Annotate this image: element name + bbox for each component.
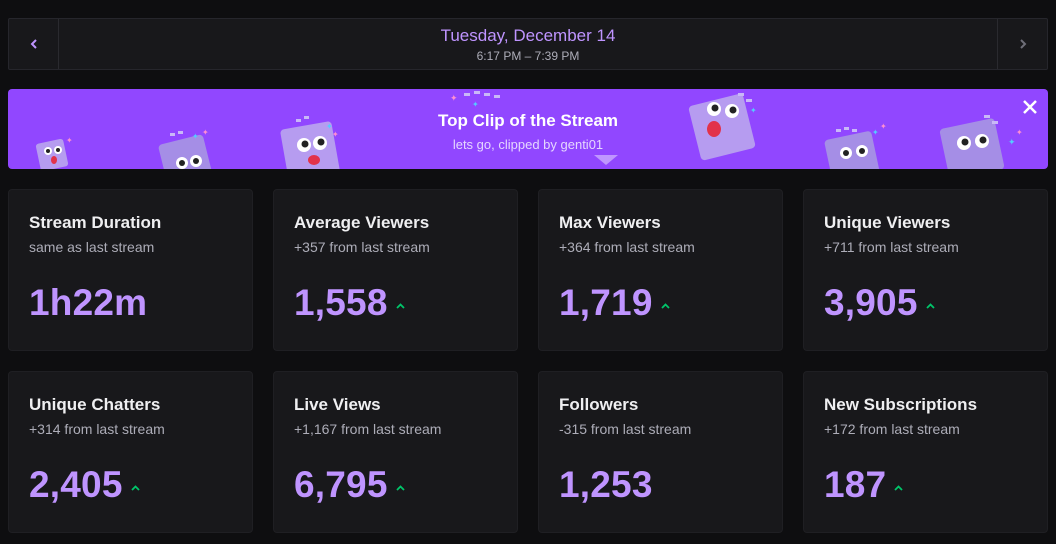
arrow-up-icon (395, 485, 405, 491)
stat-card: Average Viewers +357 from last stream 1,55… (273, 189, 518, 351)
svg-text:✦: ✦ (66, 136, 73, 145)
stat-comparison: same as last stream (29, 239, 155, 255)
stream-time-range: 6:17 PM – 7:39 PM (476, 48, 580, 63)
stat-value-row: 2,405 (29, 464, 140, 506)
glitch-mascot-icon: ✦ (688, 93, 757, 161)
stat-value-row: 187 (824, 464, 903, 506)
arrow-up-icon (925, 303, 935, 309)
close-icon (1023, 100, 1037, 114)
stat-value-row: 1,253 (559, 464, 653, 506)
svg-text:✦: ✦ (872, 128, 879, 137)
banner-title: Top Clip of the Stream (437, 111, 619, 130)
arrow-up-icon (660, 303, 670, 309)
stat-card: New Subscriptions +172 from last stream 18… (803, 371, 1048, 533)
stat-comparison: -315 from last stream (559, 421, 692, 437)
arrow-up-icon (130, 485, 140, 491)
glitch-mascot-icon: ✦ ✦ (280, 116, 340, 169)
stat-card: Live Views +1,167 from last stream 6,795 (273, 371, 518, 533)
stat-value: 187 (824, 464, 887, 505)
stat-value-row: 3,905 (824, 282, 935, 324)
stat-value-row: 6,795 (294, 464, 405, 506)
stat-value: 1h22m (29, 282, 148, 323)
stat-title: Average Viewers (294, 213, 430, 232)
stat-comparison: +711 from last stream (824, 239, 959, 255)
svg-text:✦: ✦ (450, 94, 458, 104)
stat-card: Stream Duration same as last stream 1h22m (8, 189, 253, 351)
svg-text:✦: ✦ (750, 106, 757, 115)
stat-comparison: +172 from last stream (824, 421, 960, 437)
stat-value-row: 1h22m (29, 282, 147, 324)
glitch-mascot-icon: ✦ ✦ (158, 128, 212, 169)
chevron-right-icon (1019, 39, 1026, 49)
stat-comparison: +357 from last stream (294, 239, 430, 255)
next-stream-button[interactable] (997, 19, 1047, 69)
glitch-mascot-icon: ✦ ✦ (824, 123, 887, 169)
stat-card: Unique Viewers +711 from last stream 3,905 (803, 189, 1048, 351)
stat-value: 2,405 (29, 464, 123, 505)
glitch-mascot-icon: ✦ (35, 136, 73, 169)
stat-value: 6,795 (294, 464, 388, 505)
banner-pointer (594, 155, 618, 165)
stat-title: Unique Viewers (824, 213, 951, 232)
previous-stream-button[interactable] (9, 19, 59, 69)
svg-text:✦: ✦ (192, 132, 199, 141)
banner-subtitle: lets go, clipped by genti01 (452, 137, 604, 152)
glitch-mascot-icon: ✦ ✦ (939, 115, 1023, 169)
stream-date-display: Tuesday, December 14 6:17 PM – 7:39 PM (59, 19, 997, 69)
svg-text:✦: ✦ (1016, 128, 1023, 137)
stat-title: Unique Chatters (29, 395, 161, 414)
stat-comparison: +1,167 from last stream (294, 421, 442, 437)
stat-value-row: 1,558 (294, 282, 405, 324)
stat-title: Followers (559, 395, 639, 414)
svg-text:✦: ✦ (332, 130, 339, 139)
stat-title: Live Views (294, 395, 381, 414)
stat-comparison: +364 from last stream (559, 239, 695, 255)
stat-value-row: 1,719 (559, 282, 670, 324)
chevron-left-icon (30, 39, 37, 49)
top-clip-info[interactable]: Top Clip of the Stream lets go, clipped … (8, 111, 1048, 152)
close-banner-button[interactable] (1020, 97, 1040, 117)
stream-date: Tuesday, December 14 (440, 25, 616, 45)
stat-title: Stream Duration (29, 213, 162, 232)
stat-comparison: +314 from last stream (29, 421, 165, 437)
stat-value: 1,253 (559, 464, 653, 505)
svg-text:✦: ✦ (202, 128, 209, 137)
svg-text:✦: ✦ (880, 123, 887, 131)
svg-text:✦: ✦ (472, 100, 479, 109)
stat-card: Unique Chatters +314 from last stream 2,40… (8, 371, 253, 533)
svg-text:✦: ✦ (1008, 138, 1016, 148)
sparkle-icon: ✦ ✦ (450, 91, 500, 109)
stat-title: New Subscriptions (824, 395, 978, 414)
svg-text:✦: ✦ (326, 122, 333, 131)
stat-value: 3,905 (824, 282, 918, 323)
arrow-up-icon (395, 303, 405, 309)
date-navigator: Tuesday, December 14 6:17 PM – 7:39 PM (8, 18, 1048, 70)
stat-card: Max Viewers +364 from last stream 1,719 (538, 189, 783, 351)
arrow-up-icon (894, 485, 903, 491)
stat-value: 1,558 (294, 282, 388, 323)
stat-title: Max Viewers (559, 213, 661, 232)
stat-card: Followers -315 from last stream 1,253 (538, 371, 783, 533)
top-clip-banner[interactable]: ✦ ✦ ✦ ✦ ✦ ✦ ✦ ✦ ✦ ✦ (8, 89, 1048, 169)
stat-value: 1,719 (559, 282, 653, 323)
